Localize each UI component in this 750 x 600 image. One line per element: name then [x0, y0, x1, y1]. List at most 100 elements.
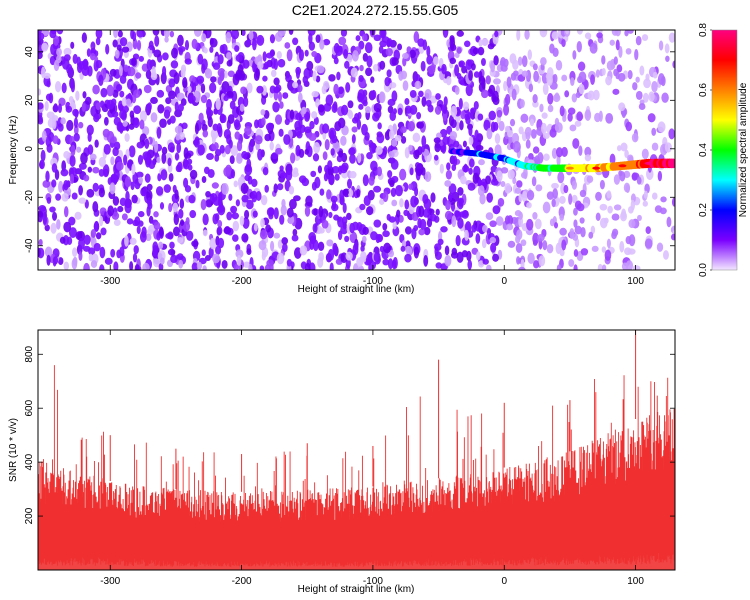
- heatmap-cell: [118, 65, 123, 77]
- heatmap-cell: [93, 221, 100, 232]
- heatmap-cell: [163, 30, 170, 38]
- heatmap-cell: [442, 136, 450, 145]
- heatmap-cell: [317, 165, 322, 174]
- heatmap-cell: [468, 167, 473, 175]
- heatmap-cell: [211, 182, 219, 189]
- heatmap-cell: [163, 109, 171, 119]
- heatmap-cell: [167, 157, 172, 167]
- heatmap-cell: [178, 208, 184, 219]
- heatmap-cell: [414, 186, 419, 197]
- heatmap-cell: [95, 59, 103, 69]
- heatmap-cell: [233, 263, 239, 270]
- heatmap-cell: [504, 182, 512, 194]
- heatmap-cell: [494, 144, 502, 156]
- heatmap-cell: [480, 57, 486, 67]
- heatmap-cell: [38, 211, 44, 218]
- heatmap-cell: [619, 240, 625, 253]
- heatmap-cell: [52, 256, 59, 265]
- heatmap-cell: [172, 202, 179, 213]
- heatmap-cell: [559, 227, 567, 236]
- heatmap-cell: [648, 91, 655, 102]
- heatmap-cell: [234, 45, 240, 52]
- heatmap-cell: [83, 262, 90, 270]
- heatmap-cell: [196, 75, 205, 84]
- heatmap-cell: [636, 176, 642, 185]
- heatmap-cell: [150, 96, 158, 105]
- heatmap-cell: [89, 53, 96, 61]
- heatmap-cell: [124, 235, 129, 247]
- heatmap-cell: [506, 223, 514, 231]
- heatmap-x-axis: -300 -200 -100 0 100: [100, 30, 644, 287]
- heatmap-cell: [280, 204, 287, 216]
- heatmap-cell: [460, 110, 466, 120]
- heatmap-cell: [364, 42, 373, 54]
- heatmap-cell: [330, 195, 338, 203]
- heatmap-cell: [200, 198, 207, 211]
- heatmap-cell: [251, 178, 258, 188]
- heatmap-cell: [577, 75, 583, 84]
- heatmap-cell: [671, 197, 675, 207]
- heatmap-cell: [532, 239, 538, 246]
- heatmap-cell: [477, 185, 485, 197]
- heatmap-cell: [289, 109, 295, 120]
- heatmap-cell: [391, 199, 398, 207]
- heatmap-cell: [360, 251, 367, 261]
- heatmap-cell: [518, 126, 524, 135]
- heatmap-cell: [277, 91, 283, 103]
- y-tick-label: 20: [24, 94, 35, 106]
- heatmap-cell: [135, 72, 142, 79]
- heatmap-cell: [479, 193, 486, 205]
- signal-trace-core: [618, 164, 627, 168]
- heatmap-cell: [110, 156, 115, 166]
- heatmap-cell: [525, 132, 531, 140]
- y-tick-label: 40: [24, 46, 35, 58]
- heatmap-cell: [371, 89, 377, 100]
- heatmap-cell: [529, 118, 535, 127]
- heatmap-cell: [175, 164, 182, 173]
- heatmap-cell: [95, 232, 102, 240]
- heatmap-cell: [153, 221, 161, 230]
- heatmap-cell: [575, 91, 581, 99]
- heatmap-cell: [505, 93, 511, 106]
- heatmap-cell: [260, 194, 268, 206]
- heatmap-cell: [588, 231, 594, 239]
- heatmap-cell: [122, 120, 128, 127]
- heatmap-cell: [568, 193, 573, 205]
- heatmap-cell: [201, 33, 207, 43]
- heatmap-cell: [394, 135, 402, 142]
- heatmap-cell: [601, 68, 606, 76]
- heatmap-cell: [161, 146, 168, 155]
- heatmap-cell: [44, 246, 53, 258]
- heatmap-signal-trace: [448, 148, 675, 173]
- heatmap-cell: [599, 179, 605, 190]
- heatmap-cell: [612, 88, 620, 95]
- heatmap-cell: [455, 234, 461, 247]
- heatmap-cell: [72, 256, 78, 266]
- heatmap-cell: [518, 211, 523, 220]
- heatmap-cell: [481, 238, 487, 249]
- heatmap-cell: [284, 118, 290, 126]
- heatmap-cell: [613, 68, 618, 77]
- heatmap-cell: [609, 153, 616, 165]
- heatmap-cell: [549, 218, 555, 227]
- heatmap-cell: [164, 36, 169, 43]
- heatmap-cell: [172, 226, 180, 237]
- heatmap-cell: [419, 218, 427, 230]
- heatmap-cell: [342, 188, 349, 196]
- heatmap-cell: [358, 74, 364, 82]
- heatmap-cell: [614, 30, 621, 37]
- heatmap-cell: [534, 218, 542, 230]
- heatmap-cell: [78, 237, 85, 250]
- heatmap-cell: [365, 254, 373, 266]
- heatmap-cell: [278, 30, 286, 37]
- heatmap-cell: [663, 250, 669, 260]
- heatmap-cell: [460, 175, 467, 185]
- heatmap-cell: [516, 30, 521, 41]
- heatmap-cell: [126, 218, 134, 225]
- heatmap-cell: [221, 114, 227, 124]
- heatmap-cell: [435, 208, 440, 216]
- heatmap-cell: [297, 92, 303, 103]
- heatmap-cell: [341, 125, 349, 136]
- heatmap-cell: [195, 179, 200, 189]
- heatmap-cell: [234, 131, 241, 140]
